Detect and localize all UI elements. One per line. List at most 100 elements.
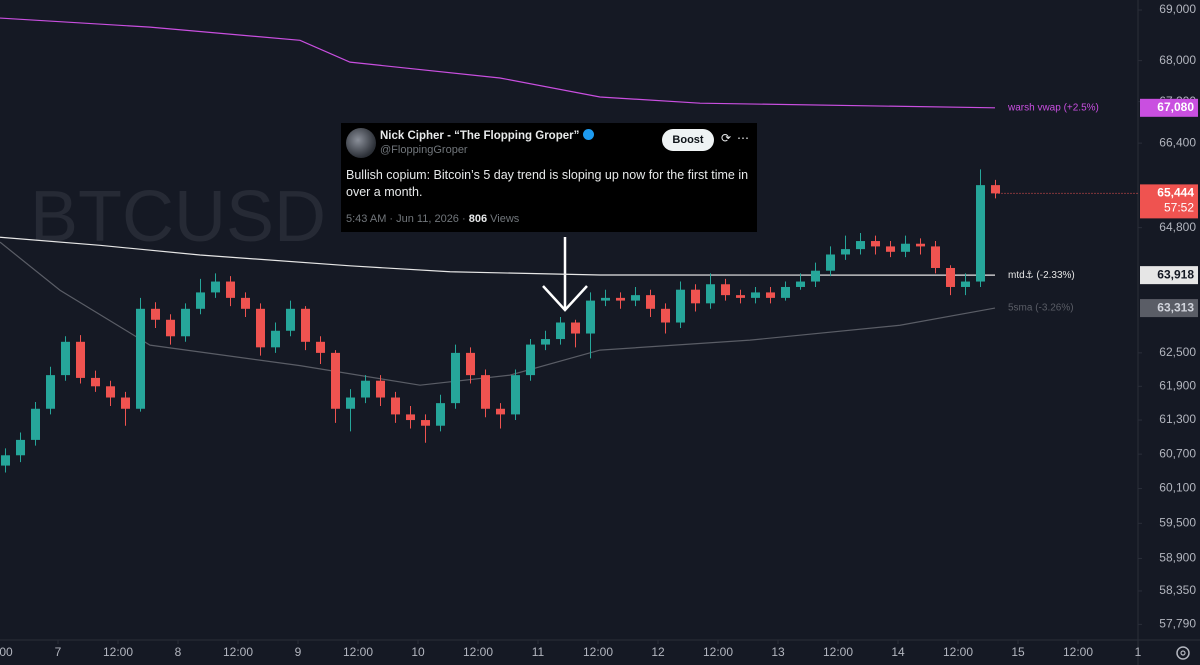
tweet-handle: @FloppingGroper: [380, 144, 468, 156]
x-tick-label: 12: [651, 645, 665, 659]
candle-body: [826, 254, 835, 271]
candle-body: [0, 455, 10, 466]
candle-body: [391, 397, 400, 415]
indicator-line: [0, 17, 996, 109]
candle-body: [256, 308, 265, 348]
price-tag-label: 63,313: [1157, 300, 1194, 314]
candle-body: [361, 380, 370, 398]
watermark: BTCUSD: [30, 177, 326, 257]
candle-body: [796, 281, 805, 287]
candle-body: [571, 322, 580, 334]
candle-body: [226, 281, 235, 298]
price-tag-label: 63,918: [1157, 267, 1194, 281]
price-tag: [1140, 98, 1198, 117]
candle-body: [451, 352, 460, 404]
candle-body: [136, 308, 145, 409]
candle-body: [661, 308, 670, 323]
price-tag: [1140, 299, 1198, 318]
x-tick-label: 11: [532, 645, 545, 659]
candle-body: [586, 300, 595, 334]
candle-body: [271, 330, 280, 348]
candle-body: [166, 319, 175, 337]
candle-body: [961, 281, 970, 287]
price-tag: [1140, 266, 1198, 285]
candle-body: [871, 241, 880, 247]
candle-body: [301, 308, 310, 342]
plot-area: [0, 17, 1000, 473]
y-tick-label: 64,800: [1159, 220, 1196, 234]
x-tick-label: 9: [295, 645, 302, 659]
candle-body: [46, 375, 55, 409]
x-tick-label: 12:00: [223, 645, 253, 659]
tweet-icons[interactable]: ⟳⋯: [721, 131, 756, 145]
candle-body: [736, 295, 745, 298]
candle-body: [211, 281, 220, 293]
x-tick-label: 8: [175, 645, 182, 659]
candle-body: [556, 322, 565, 340]
y-tick-label: 61,300: [1159, 412, 1196, 426]
candle-body: [646, 295, 655, 309]
candle-body: [376, 380, 385, 398]
candle-body: [436, 403, 445, 426]
candle-body: [241, 297, 250, 309]
y-tick-label: 57,790: [1159, 617, 1196, 631]
y-tick-label: 60,100: [1159, 481, 1196, 495]
candle-body: [931, 246, 940, 268]
candle-body: [991, 185, 1000, 194]
candle-body: [766, 292, 775, 298]
indicator-line: [0, 241, 996, 386]
candle-body: [526, 344, 535, 376]
tweet-meta: 5:43 AM · Jun 11, 2026 · 806 Views: [346, 213, 519, 225]
candle-body: [616, 297, 625, 301]
x-tick-label: 12:00: [103, 645, 133, 659]
candle-body: [121, 397, 130, 409]
candle-body: [511, 375, 520, 415]
candle-body: [331, 352, 340, 409]
x-tick-label: 12:00: [703, 645, 733, 659]
candle-body: [196, 292, 205, 309]
x-tick-label: 12:00: [583, 645, 613, 659]
candle-body: [316, 341, 325, 353]
candle-body: [91, 377, 100, 387]
candle-body: [751, 292, 760, 298]
candle-body: [31, 408, 40, 440]
candle-body: [706, 284, 715, 304]
verified-badge: [583, 129, 595, 140]
last-price-label: 65,444: [1157, 186, 1194, 200]
candle-body: [16, 439, 25, 456]
candle-body: [676, 289, 685, 323]
y-tick-label: 58,900: [1159, 551, 1196, 565]
timestamp: 5:43 AM · Jun 11, 2026 ·: [346, 213, 466, 225]
y-tick-label: 61,900: [1159, 378, 1196, 392]
candle-body: [901, 243, 910, 252]
candle-body: [691, 289, 700, 304]
candle-body: [61, 341, 70, 376]
price-tag-label: 67,080: [1157, 100, 1194, 114]
y-tick-label: 69,000: [1159, 2, 1196, 16]
x-tick-label: 14: [891, 645, 905, 659]
x-tick-label: 12:00: [943, 645, 973, 659]
x-tick-label: 13: [771, 645, 785, 659]
x-tick-label: 15: [1011, 645, 1025, 659]
x-tick-label: 00: [0, 645, 13, 659]
y-tick-label: 62,500: [1159, 345, 1196, 359]
author-name: Nick Cipher - “The Flopping Groper”: [380, 130, 580, 142]
tweet-card: Nick Cipher - “The Flopping Groper” @Flo…: [341, 123, 757, 232]
settings-icon[interactable]: [1176, 646, 1190, 660]
x-tick-label: 1: [1135, 645, 1142, 659]
candle-body: [601, 297, 610, 301]
tweet-author: Nick Cipher - “The Flopping Groper”: [380, 129, 595, 142]
candle-body: [346, 397, 355, 409]
candle-body: [916, 243, 925, 247]
x-tick-label: 12:00: [343, 645, 373, 659]
x-tick-label: 7: [55, 645, 62, 659]
indicator-line: [0, 236, 996, 276]
y-tick-label: 58,350: [1159, 583, 1196, 597]
boost-button[interactable]: Boost: [662, 129, 714, 151]
views-count: 806: [468, 213, 488, 225]
candle-body: [421, 420, 430, 426]
candle-body: [631, 295, 640, 301]
y-tick-label: 68,000: [1159, 53, 1196, 67]
